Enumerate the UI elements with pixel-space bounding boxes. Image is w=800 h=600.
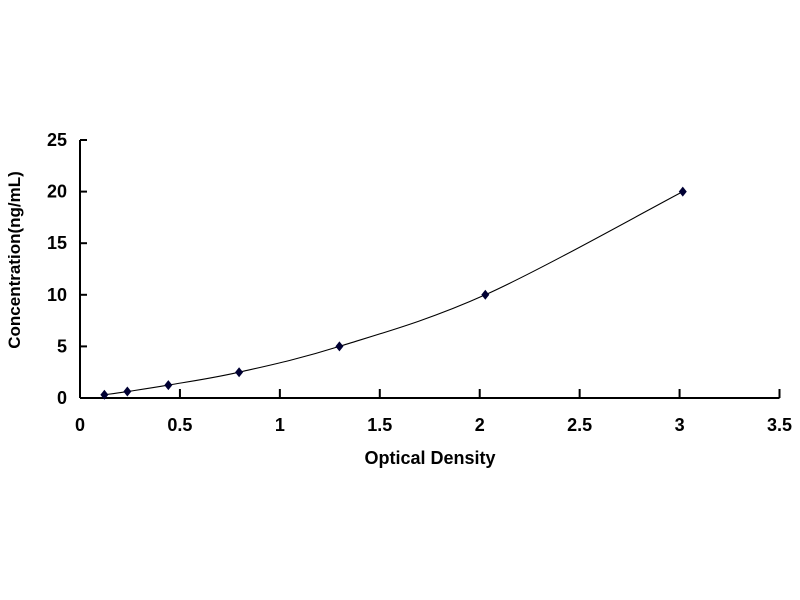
y-tick-label: 15	[47, 233, 67, 253]
data-point-marker	[100, 389, 109, 400]
x-tick-label: 0	[75, 415, 85, 435]
x-tick-label: 1	[275, 415, 285, 435]
y-tick-label: 0	[57, 388, 67, 408]
tick-labels: 0 0.5 1 1.5 2 2.5 3 3.5 0 5 10 15 20 25	[47, 130, 792, 435]
data-point-marker	[123, 386, 132, 397]
data-points	[100, 186, 687, 400]
data-point-marker	[235, 367, 244, 378]
x-tick-label: 2.5	[567, 415, 592, 435]
x-tick-label: 0.5	[167, 415, 192, 435]
x-tick-label: 3.5	[767, 415, 792, 435]
x-tick-label: 2	[475, 415, 485, 435]
data-point-marker	[335, 341, 344, 352]
x-axis-title: Optical Density	[364, 448, 495, 468]
data-point-marker	[678, 186, 687, 197]
x-tick-label: 3	[675, 415, 685, 435]
fitted-curve	[104, 191, 684, 396]
data-point-marker	[481, 289, 490, 300]
axes	[79, 139, 781, 399]
y-tick-label: 5	[57, 336, 67, 356]
y-axis-title: Concentration(ng/mL)	[5, 171, 24, 349]
x-tick-label: 1.5	[367, 415, 392, 435]
y-tick-label: 20	[47, 182, 67, 202]
y-tick-label: 25	[47, 130, 67, 150]
y-tick-label: 10	[47, 285, 67, 305]
data-point-marker	[164, 380, 173, 391]
